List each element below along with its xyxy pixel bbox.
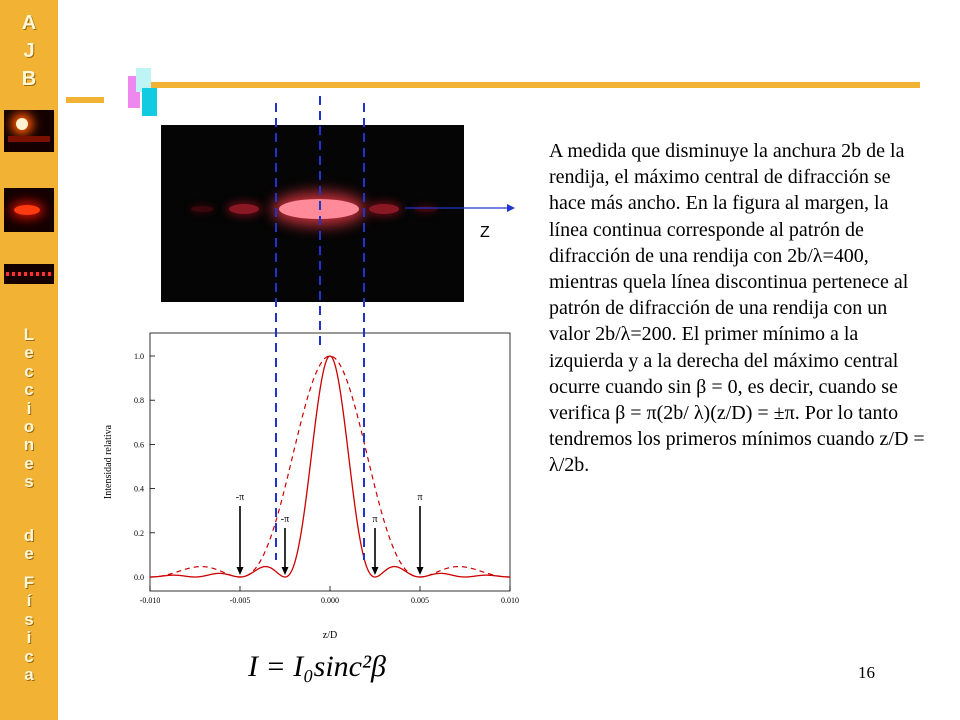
vertical-title-letter: c [24, 361, 34, 381]
lab-photo-thumbnail [4, 110, 54, 152]
x-tick-label: -0.005 [230, 596, 251, 605]
intensity-chart: 0.0 0.2 0.4 0.6 0.8 1.0 -0.010 -0.005 0.000 0.005… [103, 332, 519, 641]
annotation-label: -π [281, 514, 289, 525]
y-tick-label: 1.0 [134, 352, 144, 361]
vertical-title-letter: c [24, 646, 34, 666]
vertical-title-letter: a [24, 665, 34, 684]
vertical-title-letter: i [26, 398, 32, 418]
vertical-title-letter: s [24, 472, 34, 492]
y-tick-label: 0.0 [134, 573, 144, 582]
vertical-title-letter: e [24, 544, 34, 563]
vertical-title-letter: e [24, 453, 34, 473]
laser-thumbnail [4, 188, 54, 232]
series-solid-curve [150, 355, 510, 578]
fringe-thumbnail [4, 264, 54, 284]
x-tick-label: 0.000 [321, 596, 339, 605]
y-tick-label: 0.2 [134, 529, 144, 538]
z-axis-label: Z [480, 224, 490, 241]
vertical-title-letter: s [24, 609, 34, 629]
annotation-arrow-head [236, 567, 244, 575]
vertical-title-letter: í [26, 591, 32, 611]
header-rule [150, 82, 920, 88]
logo-letter-a: A [21, 12, 37, 34]
vertical-title-letter: d [23, 526, 35, 545]
vertical-title-letter: L [23, 325, 35, 344]
vertical-title-letter: i [26, 628, 32, 648]
series-dashed-curve [150, 355, 510, 578]
vertical-title-letter: F [23, 573, 35, 592]
plot-frame [149, 332, 511, 592]
intensity-formula: I = I₀sinc²β [248, 650, 386, 683]
annotation-label: π [372, 514, 377, 525]
deco-block-cyan [142, 88, 157, 116]
vertical-title-letter: e [24, 343, 34, 363]
y-tick-label: 0.8 [134, 396, 144, 405]
z-axis-arrow [405, 204, 515, 212]
annotation-label: π [417, 492, 422, 503]
vertical-title-letter: n [23, 435, 35, 455]
y-tick-label: 0.4 [134, 485, 144, 494]
vertical-title-letter: c [24, 380, 34, 400]
logo-letter-j: J [23, 40, 35, 62]
x-tick-label: -0.010 [140, 596, 161, 605]
y-axis-label: Intensidad relativa [103, 424, 114, 499]
deco-block-lightcyan [136, 68, 151, 92]
logo-letter-b: B [21, 68, 37, 90]
header-rule-short [66, 97, 104, 103]
annotation-arrow-head [371, 567, 379, 575]
annotation-arrow-head [281, 567, 289, 575]
x-tick-label: 0.005 [411, 596, 429, 605]
y-tick-label: 0.6 [134, 440, 144, 449]
page-number: 16 [858, 663, 875, 682]
diffraction-pattern-photo [161, 125, 464, 302]
vertical-title-letter: o [23, 417, 35, 436]
x-tick-label: 0.010 [501, 596, 519, 605]
explanation-text: A medida que disminuye la anchura 2b de … [549, 140, 925, 477]
annotation-label: -π [236, 492, 244, 503]
x-axis-label: z/D [323, 630, 337, 641]
annotation-arrow-head [416, 567, 424, 575]
